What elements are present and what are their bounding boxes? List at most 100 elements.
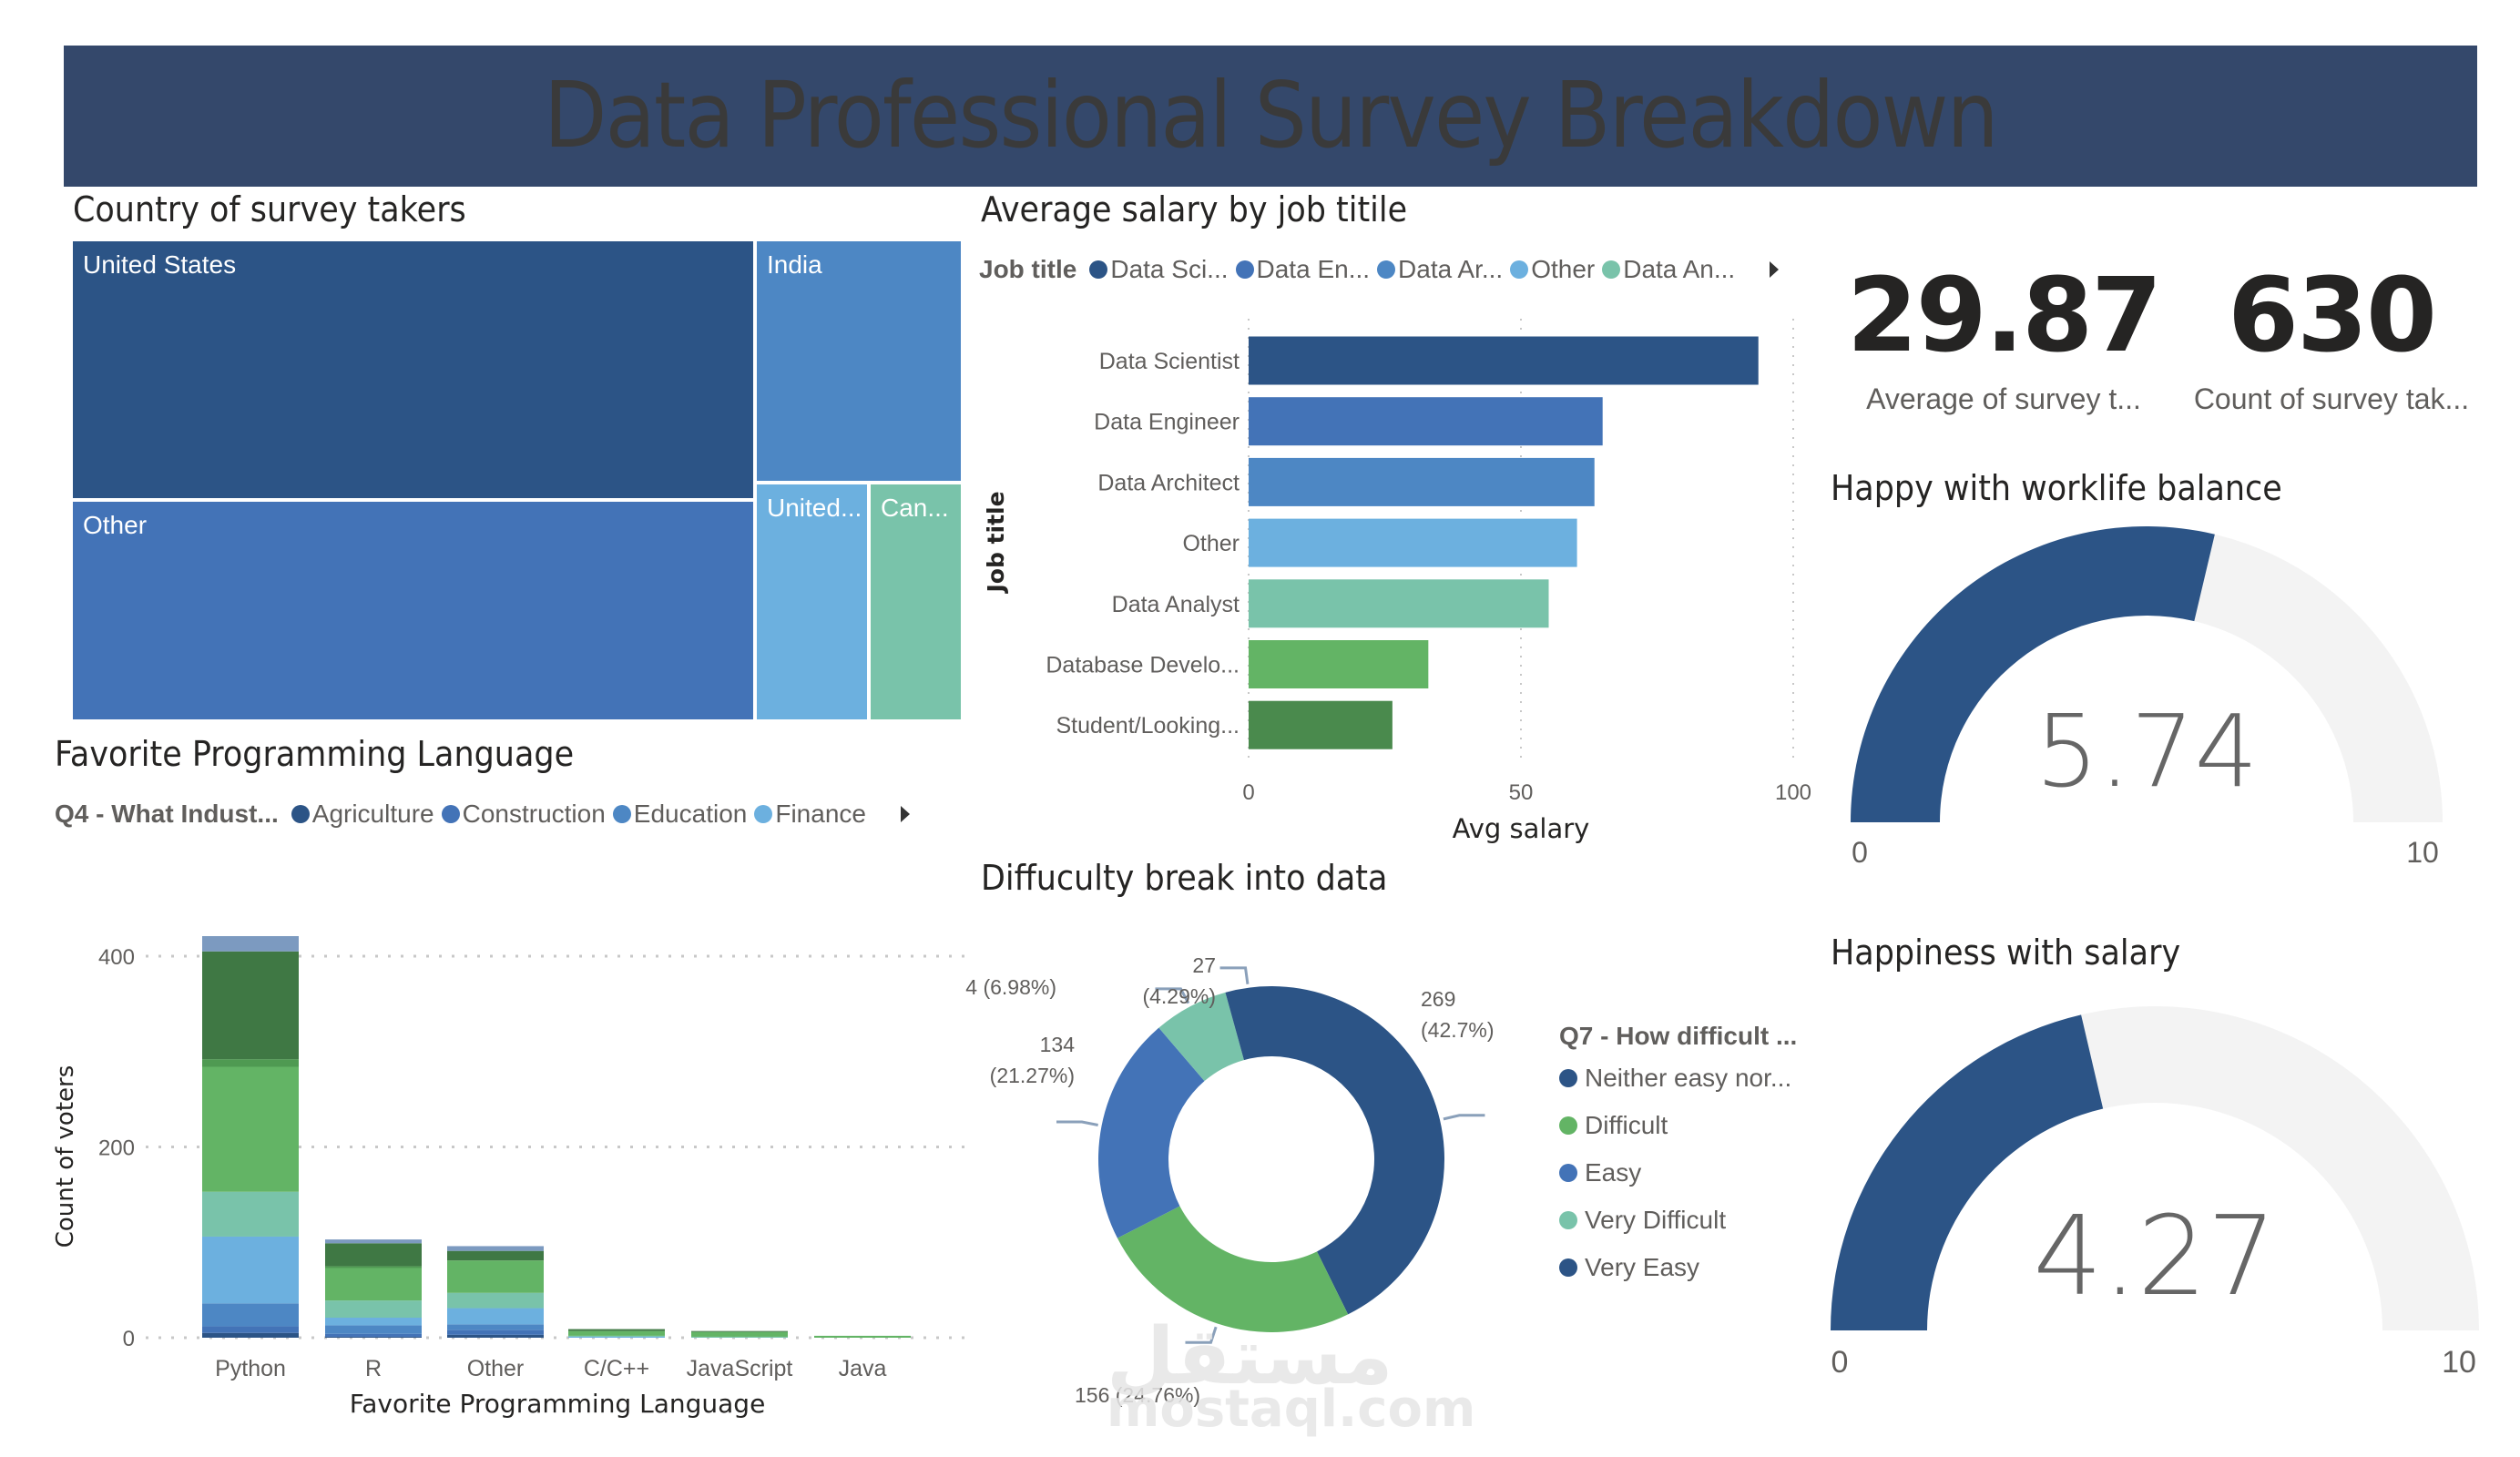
country-treemap: United States Other India United... Can.…: [73, 241, 961, 719]
stacked-bar-segment[interactable]: [325, 1243, 422, 1267]
donut-slice[interactable]: [1271, 986, 1444, 1315]
data-label: 27 (4.29%): [1142, 953, 1216, 1008]
stacked-bar-segment[interactable]: [202, 1236, 299, 1304]
stacked-bar-segment[interactable]: [447, 1330, 544, 1335]
legend-label: Construction: [462, 800, 606, 828]
salary-bar[interactable]: [1249, 397, 1603, 446]
stacked-bar-segment[interactable]: [447, 1292, 544, 1309]
stacked-bar-segment[interactable]: [447, 1250, 544, 1261]
stacked-bar-segment[interactable]: [568, 1336, 665, 1338]
salary-legend-item[interactable]: Data En...: [1235, 255, 1370, 284]
stacked-bar-segment[interactable]: [202, 951, 299, 1060]
donut-legend-item[interactable]: Difficult: [1559, 1111, 1797, 1140]
language-legend-item[interactable]: Construction: [441, 800, 606, 829]
donut-slice[interactable]: [1098, 1027, 1205, 1238]
stacked-bar-segment[interactable]: [202, 1303, 299, 1327]
treemap-cell-united-kingdom[interactable]: United...: [757, 484, 867, 719]
language-legend-item[interactable]: Agriculture: [291, 800, 434, 829]
kpi-average-label: Average of survey t...: [1866, 382, 2141, 415]
stacked-bar-segment[interactable]: [202, 1066, 299, 1192]
y-tick-label: 200: [98, 1136, 135, 1161]
legend-label: Finance: [775, 800, 866, 828]
salary-legend-item[interactable]: Data An...: [1602, 255, 1735, 284]
stacked-bar-segment[interactable]: [568, 1329, 665, 1331]
donut-legend-item[interactable]: Neither easy nor...: [1559, 1064, 1797, 1093]
stacked-bar-segment[interactable]: [568, 1330, 665, 1336]
gauge-fill: [1831, 1014, 2104, 1330]
donut-legend-item[interactable]: Very Easy: [1559, 1253, 1797, 1282]
donut-legend-item[interactable]: Very Difficult: [1559, 1206, 1797, 1235]
salary-legend-item[interactable]: Other: [1510, 255, 1595, 284]
treemap-cell-other[interactable]: Other: [73, 502, 753, 719]
salary-legend-title: Job title: [979, 255, 1077, 283]
donut-slice[interactable]: [1158, 992, 1244, 1082]
donut-slice[interactable]: [1225, 986, 1271, 1061]
treemap-cell-canada[interactable]: Can...: [871, 484, 961, 719]
salary-legend-item[interactable]: Data Sci...: [1089, 255, 1229, 284]
legend-next-arrow-icon[interactable]: [1770, 261, 1780, 278]
stacked-bar-segment[interactable]: [814, 1335, 911, 1338]
treemap-label: Other: [83, 511, 148, 539]
stacked-bar-segment[interactable]: [325, 1300, 422, 1319]
stacked-bar-segment[interactable]: [202, 1326, 299, 1333]
x-tick-label: Other: [467, 1356, 525, 1381]
gauge-max-label: 10: [2406, 836, 2439, 869]
stacked-bar-segment[interactable]: [447, 1260, 544, 1293]
treemap-cell-india[interactable]: India: [757, 241, 961, 481]
legend-label: Data An...: [1623, 255, 1736, 283]
gauge-fill: [1851, 526, 2215, 822]
salary-bar[interactable]: [1249, 579, 1549, 628]
legend-dot-icon: [1559, 1116, 1577, 1135]
salary-legend-item[interactable]: Data Ar...: [1377, 255, 1503, 284]
leader-line: [1155, 987, 1190, 1004]
stacked-bar-segment[interactable]: [325, 1266, 422, 1269]
stacked-bar-segment[interactable]: [325, 1318, 422, 1326]
x-axis-title: Avg salary: [1453, 813, 1590, 844]
salary-bar[interactable]: [1249, 640, 1429, 688]
stacked-bar-segment[interactable]: [325, 1239, 422, 1244]
language-legend-item[interactable]: Education: [612, 800, 747, 829]
stacked-bar-segment[interactable]: [325, 1268, 422, 1301]
stacked-bar-segment[interactable]: [568, 1335, 665, 1337]
stacked-bar-segment[interactable]: [325, 1336, 422, 1338]
stacked-bar-segment[interactable]: [691, 1330, 788, 1332]
legend-next-arrow-icon[interactable]: [900, 806, 910, 822]
stacked-bar-segment[interactable]: [447, 1246, 544, 1251]
salary-bar[interactable]: [1249, 518, 1577, 567]
donut-legend-item[interactable]: Easy: [1559, 1158, 1797, 1187]
data-label: 269 (42.7%): [1421, 987, 1495, 1042]
legend-dot-icon: [1559, 1258, 1577, 1277]
stacked-bar-segment[interactable]: [325, 1325, 422, 1334]
stacked-bar-segment[interactable]: [202, 936, 299, 952]
language-legend-item[interactable]: Finance: [754, 800, 866, 829]
treemap-cell-united-states[interactable]: United States: [73, 241, 753, 498]
salary-bar[interactable]: [1249, 457, 1595, 506]
x-tick-label: 100: [1775, 780, 1811, 805]
gauge-salary-title: Happiness with salary: [1831, 932, 2181, 973]
salary-legend: Job title Data Sci... Data En... Data Ar…: [979, 255, 1780, 284]
salary-bar[interactable]: [1249, 700, 1393, 749]
donut-legend-title: Q7 - How difficult ...: [1559, 1022, 1798, 1050]
language-stacked-bar-chart: 0 200 400 Python R Other C/C++ JavaScript Java Fa…: [52, 936, 969, 1419]
stacked-bar-segment[interactable]: [325, 1333, 422, 1337]
legend-label: Very Difficult: [1585, 1206, 1727, 1234]
donut-slice[interactable]: [1117, 1206, 1349, 1332]
gauge-salary: 4.27 0 10: [1831, 1006, 2479, 1375]
stacked-bar-segment[interactable]: [691, 1336, 788, 1338]
y-axis-title: Count of voters: [52, 1065, 79, 1248]
gauge-value: 5.74: [2035, 693, 2259, 810]
legend-dot-icon: [1559, 1211, 1577, 1229]
legend-dot-icon: [1089, 260, 1108, 279]
stacked-bar-segment[interactable]: [691, 1331, 788, 1337]
stacked-bar-segment[interactable]: [447, 1308, 544, 1325]
stacked-bar-segment[interactable]: [202, 1059, 299, 1067]
legend-label: Data Sci...: [1110, 255, 1229, 283]
stacked-bar-segment[interactable]: [202, 1332, 299, 1338]
stacked-bar-segment[interactable]: [447, 1324, 544, 1330]
stacked-bar-segment[interactable]: [202, 1191, 299, 1237]
language-chart-title: Favorite Programming Language: [55, 734, 575, 774]
stacked-bar-segment[interactable]: [447, 1334, 544, 1338]
treemap-label: United States: [83, 250, 237, 279]
legend-label: Neither easy nor...: [1585, 1064, 1792, 1092]
salary-bar[interactable]: [1249, 336, 1759, 385]
